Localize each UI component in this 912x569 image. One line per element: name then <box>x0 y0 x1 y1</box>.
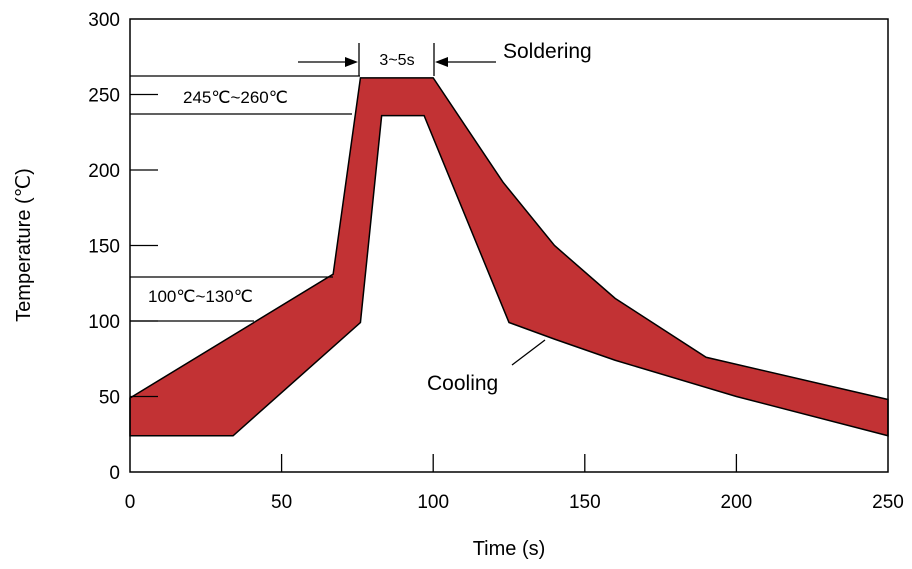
x-axis-ticks: 0 50 100 150 200 250 <box>125 454 904 513</box>
y-tick-label: 300 <box>88 10 120 31</box>
x-tick-label: 250 <box>872 492 904 513</box>
y-axis-ticks: 0 50 100 150 200 250 300 <box>88 10 158 484</box>
peak-label: 245℃~260℃ <box>183 88 288 107</box>
x-tick-label: 50 <box>271 492 292 513</box>
temperature-band <box>129 77 889 437</box>
preheat-label: 100℃~130℃ <box>148 287 253 306</box>
y-tick-label: 150 <box>88 237 120 258</box>
duration-label: 3~5s <box>379 52 414 69</box>
duration-right-arrowhead <box>435 57 448 67</box>
x-tick-label: 0 <box>125 492 136 513</box>
cooling-leader-line <box>511 339 546 366</box>
y-tick-label: 250 <box>88 86 120 107</box>
y-tick-label: 100 <box>88 312 120 333</box>
cooling-label: Cooling <box>427 372 498 395</box>
x-tick-label: 150 <box>569 492 601 513</box>
duration-left-arrowhead <box>345 57 358 67</box>
soldering-label: Soldering <box>503 40 592 63</box>
y-tick-label: 0 <box>109 463 120 484</box>
y-axis-title: Temperature (℃) <box>13 168 35 322</box>
y-tick-label: 200 <box>88 161 120 182</box>
x-axis-title: Time (s) <box>473 538 546 560</box>
x-tick-label: 200 <box>721 492 753 513</box>
y-tick-label: 50 <box>99 388 120 409</box>
x-tick-label: 100 <box>417 492 449 513</box>
